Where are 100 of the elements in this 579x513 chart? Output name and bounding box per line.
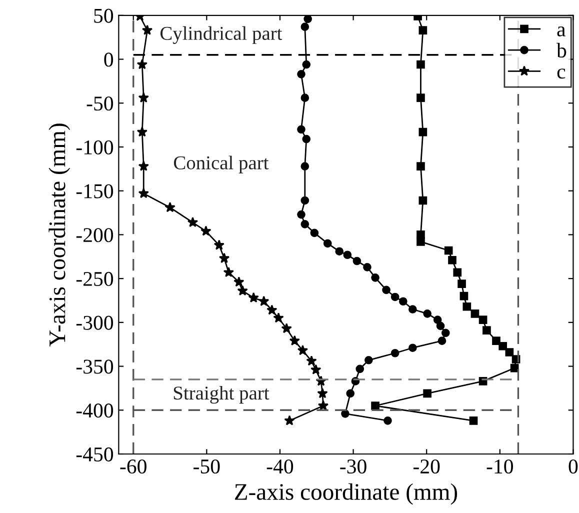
- point: [416, 238, 425, 246]
- y-tick-label: -350: [76, 360, 114, 374]
- point: [300, 220, 310, 228]
- point: [223, 266, 234, 278]
- point: [444, 246, 453, 255]
- point: [317, 388, 328, 398]
- point: [323, 239, 332, 248]
- point: [281, 323, 292, 334]
- point: [469, 416, 478, 425]
- point: [138, 160, 149, 171]
- point: [408, 344, 417, 352]
- x-tick-label: -50: [194, 459, 220, 474]
- y-tick-label: 0: [104, 52, 114, 67]
- annotation: Conical part: [174, 156, 269, 174]
- point: [302, 134, 311, 144]
- point: [214, 240, 224, 250]
- point: [423, 309, 432, 318]
- point: [284, 415, 295, 426]
- y-tick-label: -150: [76, 184, 114, 198]
- point: [448, 256, 456, 264]
- y-tick-label: -50: [86, 96, 114, 111]
- point: [138, 188, 149, 198]
- point: [510, 364, 519, 372]
- point: [248, 292, 259, 302]
- point: [482, 326, 491, 334]
- x-tick-label: -10: [486, 459, 513, 474]
- point: [418, 196, 428, 205]
- point: [384, 416, 392, 425]
- legend-label: b: [556, 42, 566, 58]
- point: [258, 296, 270, 306]
- point: [453, 268, 462, 277]
- point: [304, 15, 312, 24]
- y-tick-label: -450: [76, 447, 114, 462]
- point: [310, 364, 322, 374]
- x-tick-label: 0: [568, 459, 578, 474]
- point: [273, 312, 284, 323]
- point: [416, 60, 425, 69]
- point: [364, 356, 373, 364]
- point: [300, 162, 310, 170]
- point: [371, 402, 380, 410]
- point: [234, 276, 244, 287]
- annotation: Straight part: [174, 386, 270, 404]
- point: [300, 22, 310, 31]
- point: [418, 26, 428, 34]
- point: [310, 228, 319, 238]
- point: [302, 60, 311, 69]
- point: [423, 389, 432, 398]
- point: [318, 400, 329, 410]
- point: [341, 409, 350, 418]
- x-tick-label: -40: [266, 459, 294, 474]
- y-tick-label: -200: [76, 228, 114, 242]
- point: [218, 252, 230, 264]
- annotation: Cylindrical part: [160, 26, 282, 44]
- y-tick-label: 50: [94, 8, 114, 23]
- point: [436, 322, 445, 330]
- point: [306, 355, 317, 366]
- point: [492, 336, 500, 346]
- point: [343, 250, 352, 260]
- point: [371, 274, 380, 282]
- point: [441, 328, 450, 338]
- point: [300, 94, 310, 102]
- point: [200, 226, 212, 236]
- y-axis-title: Y-axis coordinate (mm): [48, 124, 70, 347]
- point: [142, 24, 153, 35]
- legend-label: a: [557, 26, 566, 36]
- point: [416, 94, 425, 102]
- point: [335, 247, 344, 256]
- y-tick-label: -250: [76, 272, 114, 286]
- point: [470, 309, 480, 318]
- point: [460, 292, 468, 300]
- point: [390, 292, 400, 302]
- x-tick-label: -20: [413, 459, 440, 474]
- point: [138, 92, 149, 102]
- point: [352, 256, 362, 266]
- point: [136, 126, 148, 137]
- point: [416, 162, 425, 170]
- point: [356, 364, 364, 374]
- point: [408, 305, 417, 314]
- point: [164, 202, 176, 212]
- point: [346, 389, 355, 398]
- point: [187, 216, 198, 228]
- point: [398, 297, 408, 306]
- point: [438, 336, 446, 346]
- point: [390, 348, 400, 358]
- point: [462, 302, 472, 311]
- x-tick-label: -60: [120, 459, 146, 474]
- point: [289, 335, 300, 346]
- x-axis-title: Z-axis coordinate (mm): [234, 483, 458, 505]
- point: [433, 316, 442, 324]
- point: [297, 70, 306, 78]
- point: [136, 58, 148, 70]
- y-tick-label: -300: [76, 316, 114, 330]
- x-tick-label: -30: [340, 459, 366, 474]
- point: [300, 196, 310, 205]
- y-tick-label: -400: [76, 404, 114, 418]
- y-tick-label: -100: [76, 140, 114, 154]
- point: [297, 344, 308, 356]
- point: [297, 125, 306, 134]
- point: [266, 304, 278, 315]
- point: [297, 210, 306, 219]
